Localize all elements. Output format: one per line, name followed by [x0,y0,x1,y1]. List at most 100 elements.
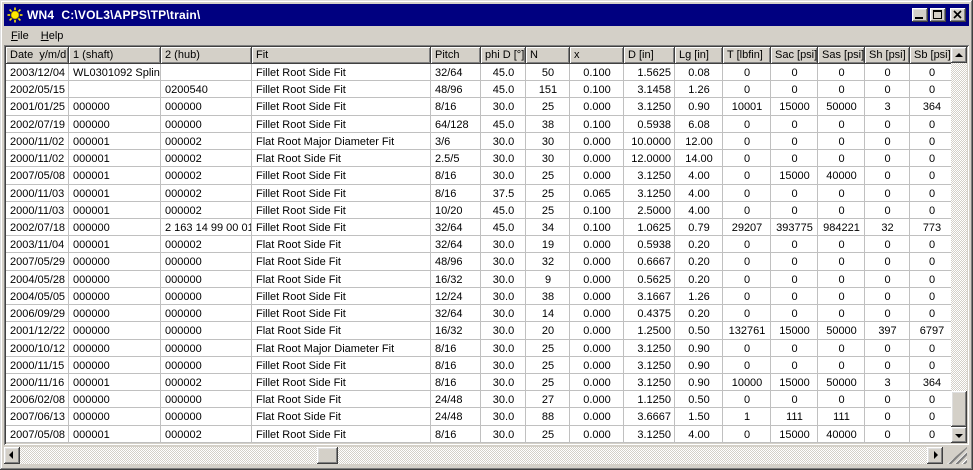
cell: 2 163 14 99 00 01 [161,218,252,237]
cell: 0 [865,201,910,219]
cell: 000000 [69,270,161,288]
table-row[interactable]: 2000/11/16 000001 000002 Fillet Root Side F… [6,373,951,392]
cell: 000002 [161,236,252,254]
column-header-3[interactable]: Fit [252,47,431,64]
table-row[interactable]: 2003/11/04 000001 000002 Flat Root Side Fit… [6,236,951,254]
cell: 0.4375 [624,305,675,323]
table-row[interactable]: 2001/12/22 000000 000000 Flat Root Side Fit… [6,322,951,340]
column-header-5[interactable]: phi D [°] [481,47,526,64]
column-header-9[interactable]: Lg [in] [675,47,723,64]
cell: 0.100 [570,218,624,237]
cell: 30.0 [481,425,526,443]
table-row[interactable]: 2004/05/05 000000 000000 Fillet Root Side F… [6,287,951,306]
vertical-scroll-thumb[interactable] [951,391,967,427]
column-header-14[interactable]: Sb [psi] [910,47,951,64]
scroll-right-button[interactable] [927,447,943,464]
table-row[interactable]: 2000/10/12 000000 000000 Flat Root Major Di… [6,339,951,357]
cell: 24/48 [431,408,481,426]
table-row[interactable]: 2007/06/13 000000 000000 Flat Root Side Fit… [6,408,951,426]
table-row[interactable]: 2006/09/29 000000 000000 Fillet Root Side F… [6,305,951,323]
cell: 15000 [771,425,818,443]
cell: 0 [723,391,771,409]
cell: 000002 [161,201,252,219]
table-row[interactable]: 2003/12/04 WL0301092 Spline Fillet Root Si… [6,64,951,82]
cell: 0 [723,115,771,133]
cell: Fillet Root Side Fit [252,218,431,237]
cell: 8/16 [431,167,481,185]
column-header-6[interactable]: N [526,47,570,64]
cell: 0 [723,253,771,271]
cell: 151 [526,81,570,99]
column-header-4[interactable]: Pitch [431,47,481,64]
cell: 2004/05/05 [6,287,69,306]
horizontal-scroll-thumb[interactable] [317,447,338,464]
cell: 0 [910,150,951,168]
cell: 0.065 [570,184,624,202]
cell: 0 [723,150,771,168]
cell: 0 [865,391,910,409]
column-header-8[interactable]: D [in] [624,47,675,64]
table-row[interactable]: 2000/11/03 000001 000002 Fillet Root Side F… [6,184,951,202]
column-header-1[interactable]: 1 (shaft) [69,47,161,64]
cell: 0 [818,184,865,202]
cell: WL0301092 Spline [69,64,161,82]
cell: 3.1667 [624,287,675,306]
table-row[interactable]: 2000/11/03 000001 000002 Fillet Root Side F… [6,201,951,219]
column-header-2[interactable]: 2 (hub) [161,47,252,64]
scroll-up-button[interactable] [951,47,967,63]
column-header-7[interactable]: x [570,47,624,64]
resize-grip[interactable] [947,447,967,464]
cell: Fillet Root Side Fit [252,305,431,323]
cell: 3.1250 [624,356,675,374]
vertical-scrollbar[interactable] [951,47,967,443]
cell: 0 [865,150,910,168]
close-button[interactable] [950,8,966,22]
cell: 30.0 [481,322,526,340]
column-header-12[interactable]: Sas [psi] [818,47,865,64]
horizontal-scrollbar[interactable] [4,447,943,464]
scroll-down-button[interactable] [951,427,967,443]
table-row[interactable]: 2004/05/28 000000 000000 Flat Root Side Fit… [6,270,951,288]
table-row[interactable]: 2007/05/08 000001 000002 Fillet Root Side F… [6,167,951,185]
cell: 45.0 [481,64,526,82]
cell: 0 [771,132,818,151]
cell: 0.000 [570,167,624,185]
cell: 0 [771,356,818,374]
table-row[interactable]: 2001/01/25 000000 000000 Fillet Root Side F… [6,98,951,116]
table-row[interactable]: 2006/02/08 000000 000000 Flat Root Side Fit… [6,391,951,409]
table-row[interactable]: 2000/11/02 000001 000002 Flat Root Side Fit… [6,150,951,168]
menu-item-file[interactable]: File [11,30,29,42]
cell: 000001 [69,425,161,443]
table-row[interactable]: 2007/05/29 000000 000000 Flat Root Side Fit… [6,253,951,271]
column-header-0[interactable]: Date y/m/d [6,47,69,64]
scroll-left-button[interactable] [4,447,20,464]
cell: 12/24 [431,287,481,306]
column-header-11[interactable]: Sac [psi] [771,47,818,64]
cell: 29207 [723,218,771,237]
menu-item-help[interactable]: Help [40,30,64,42]
cell: 30.0 [481,98,526,116]
cell: 000000 [69,218,161,237]
cell: Fillet Root Side Fit [252,64,431,82]
maximize-button[interactable] [930,8,946,22]
table-row[interactable]: 2002/07/19 000000 000000 Fillet Root Side F… [6,115,951,133]
cell: 50 [526,64,570,82]
cell: 1.2500 [624,322,675,340]
cell: 0 [865,167,910,185]
cell: 64/128 [431,115,481,133]
cell: 1.50 [675,408,723,426]
title-bar[interactable]: WN4 C:\VOL3\APPS\TP\train\ [4,4,969,26]
column-header-10[interactable]: T [lbfin] [723,47,771,64]
table-row[interactable]: 2002/05/15 0200540 Fillet Root Side Fit 48/… [6,81,951,99]
cell: Flat Root Side Fit [252,236,431,254]
table-row[interactable]: 2000/11/02 000001 000002 Flat Root Major Di… [6,132,951,151]
minimize-button[interactable] [912,8,928,22]
table-row[interactable]: 2000/11/15 000000 000000 Fillet Root Side F… [6,356,951,374]
column-header-13[interactable]: Sh [psi] [865,47,910,64]
table-row[interactable]: 2002/07/18 000000 2 163 14 99 00 01 Fillet … [6,218,951,237]
cell: 0.000 [570,150,624,168]
cell: 0 [865,408,910,426]
table-row[interactable]: 2007/05/08 000001 000002 Fillet Root Side F… [6,425,951,443]
cell: 3.6667 [624,408,675,426]
cell: 0 [771,150,818,168]
